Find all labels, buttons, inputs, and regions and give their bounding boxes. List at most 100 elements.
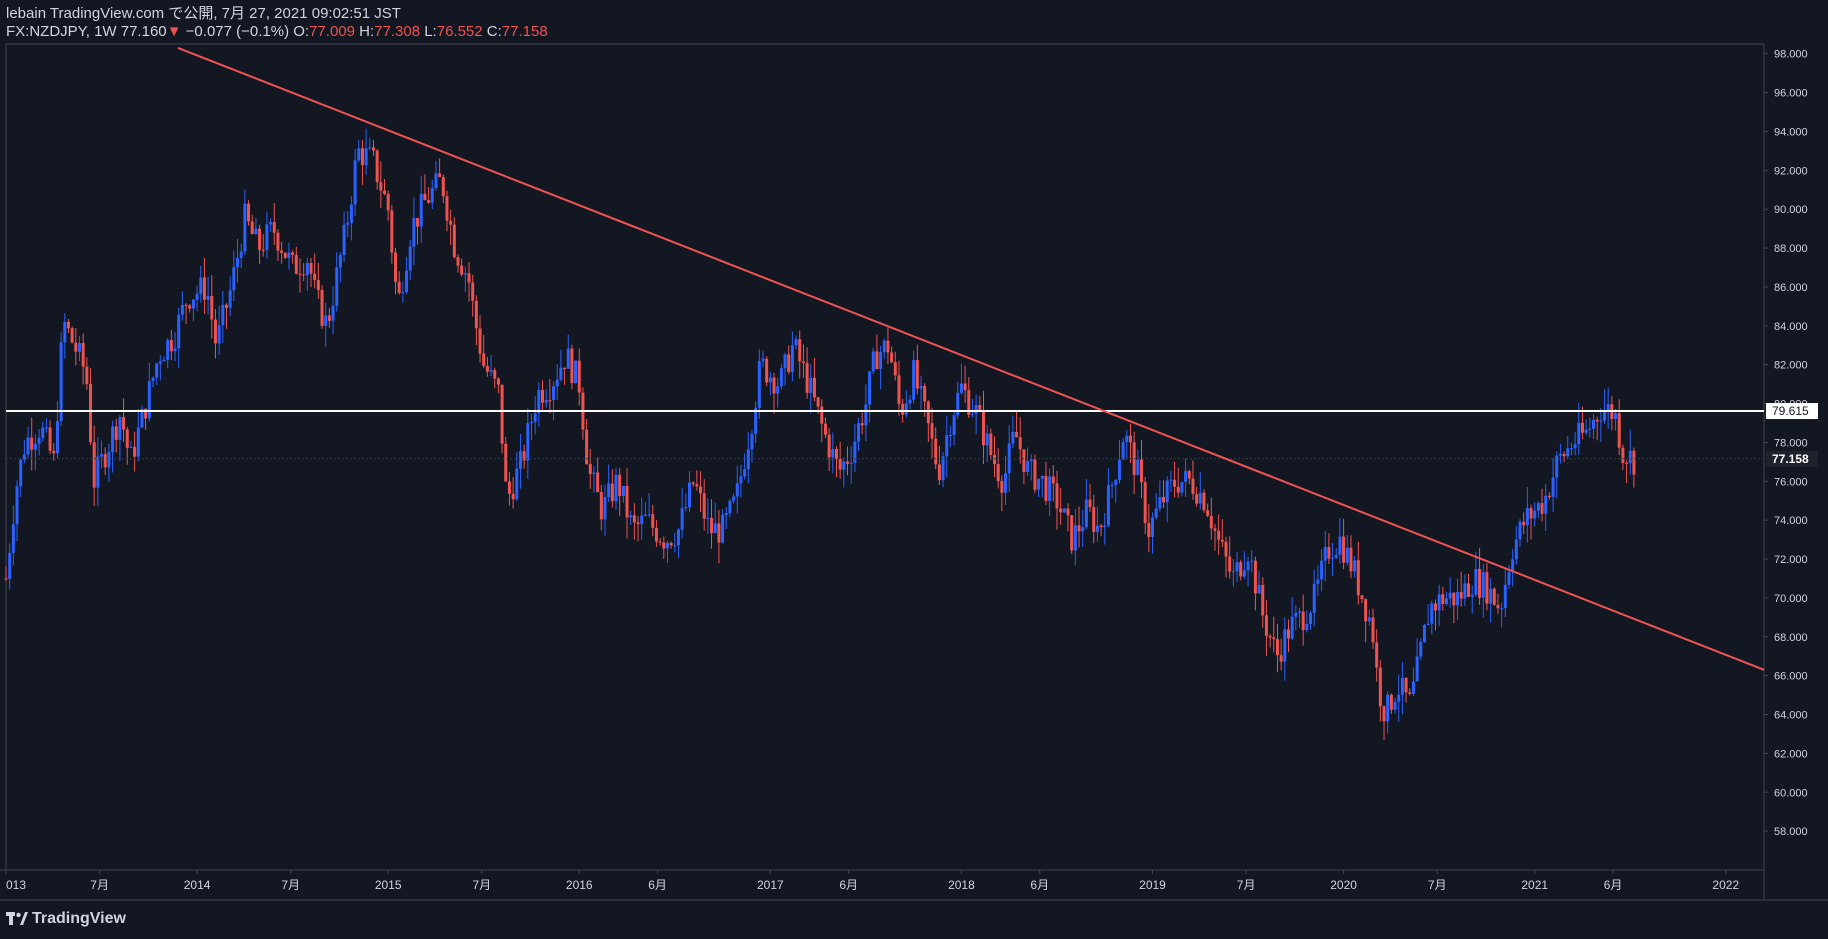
candle: [327, 307, 331, 328]
candle: [632, 503, 636, 540]
candle-body: [199, 277, 203, 294]
candle: [1342, 518, 1346, 570]
candle: [1463, 574, 1467, 606]
candle: [945, 415, 949, 478]
candle: [776, 377, 780, 408]
candle: [926, 400, 930, 443]
candle: [1264, 600, 1268, 656]
candle-body: [247, 203, 251, 222]
candle: [434, 160, 438, 192]
candle-body: [1603, 410, 1607, 421]
candle-body: [952, 415, 956, 435]
candle-body: [882, 340, 886, 353]
candle-body: [1320, 560, 1324, 580]
candle: [688, 471, 692, 513]
candle-body: [1154, 508, 1158, 518]
candle: [1309, 610, 1313, 630]
candle: [1595, 416, 1599, 441]
high-value: 77.308: [374, 23, 421, 40]
time-axis[interactable]: 013 7月 2014 7月 2015 7月 2016 6月 2017 6月 2018 6月 2019 7…: [5, 870, 1739, 892]
candle: [1158, 480, 1162, 512]
candle-body: [981, 410, 985, 446]
candle-body: [228, 290, 232, 308]
candle-body: [368, 147, 372, 149]
candle-body: [1029, 459, 1033, 462]
candle: [1584, 419, 1588, 436]
candle-body: [739, 476, 743, 484]
candle: [1610, 396, 1614, 431]
candle: [823, 417, 827, 438]
candle: [1202, 489, 1206, 513]
candle-body: [765, 358, 769, 383]
candle: [298, 258, 302, 293]
tradingview-brand[interactable]: TradingView: [6, 910, 126, 928]
descending-trendline[interactable]: [177, 46, 1765, 671]
candle: [155, 362, 159, 386]
candle: [1547, 492, 1551, 500]
candle: [893, 351, 897, 381]
candle-body: [44, 427, 48, 429]
candle: [1044, 461, 1048, 506]
price-axis[interactable]: 58.000 60.000 62.000 64.000 66.000 68.000 70.0…: [1764, 49, 1808, 838]
candle: [507, 471, 511, 506]
drawings[interactable]: [6, 46, 1765, 671]
candle-body: [48, 427, 52, 451]
candle: [864, 384, 868, 442]
candle: [122, 398, 126, 443]
candle: [320, 285, 324, 329]
candle-body: [107, 452, 111, 468]
candle-body: [1037, 478, 1041, 490]
candle-body: [419, 193, 423, 227]
candle-body: [974, 404, 978, 414]
candle: [886, 327, 890, 365]
candle-body: [1055, 483, 1059, 509]
candle-body: [1180, 481, 1184, 493]
candle: [136, 408, 140, 462]
candle: [1224, 536, 1228, 578]
candle-body: [1198, 492, 1202, 504]
candle: [1356, 541, 1360, 605]
candle-body: [401, 292, 405, 294]
candle-body: [81, 343, 85, 367]
candle: [1191, 460, 1195, 501]
x-tick-label: 013: [6, 878, 26, 892]
candle-body: [1558, 453, 1562, 456]
candle: [390, 205, 394, 264]
candle-body: [1007, 443, 1011, 474]
candle-body: [1632, 450, 1636, 475]
candle-body: [507, 481, 511, 494]
candle-body: [563, 367, 567, 369]
candle: [1261, 577, 1265, 628]
x-tick-label: 6月: [1030, 878, 1049, 892]
candle-body: [1220, 539, 1224, 542]
candle: [70, 326, 74, 344]
y-tick-label: 66.000: [1774, 671, 1808, 683]
candle: [8, 543, 12, 590]
candle: [846, 446, 850, 476]
candle-body: [706, 517, 710, 519]
candle-body: [1275, 639, 1279, 656]
candle-body: [1139, 459, 1143, 483]
y-tick-label: 88.000: [1774, 243, 1808, 255]
candle: [1522, 512, 1526, 534]
candle: [574, 360, 578, 384]
candle-body: [1470, 594, 1474, 597]
candle: [607, 464, 611, 502]
candle: [1011, 415, 1015, 449]
candle: [621, 485, 625, 503]
candle: [1562, 451, 1566, 463]
candle: [342, 211, 346, 263]
candle: [1132, 431, 1136, 495]
symbol-interval[interactable]: FX:NZDJPY, 1W: [6, 23, 117, 40]
candle: [1250, 549, 1254, 573]
candle: [368, 137, 372, 151]
candle: [989, 428, 993, 460]
candle-body: [1331, 557, 1335, 559]
candle-body: [518, 451, 522, 469]
candle-body: [695, 484, 699, 487]
candle-body: [548, 400, 552, 402]
candle-body: [1474, 568, 1478, 595]
candle-body: [1625, 462, 1629, 464]
candle: [1448, 577, 1452, 608]
